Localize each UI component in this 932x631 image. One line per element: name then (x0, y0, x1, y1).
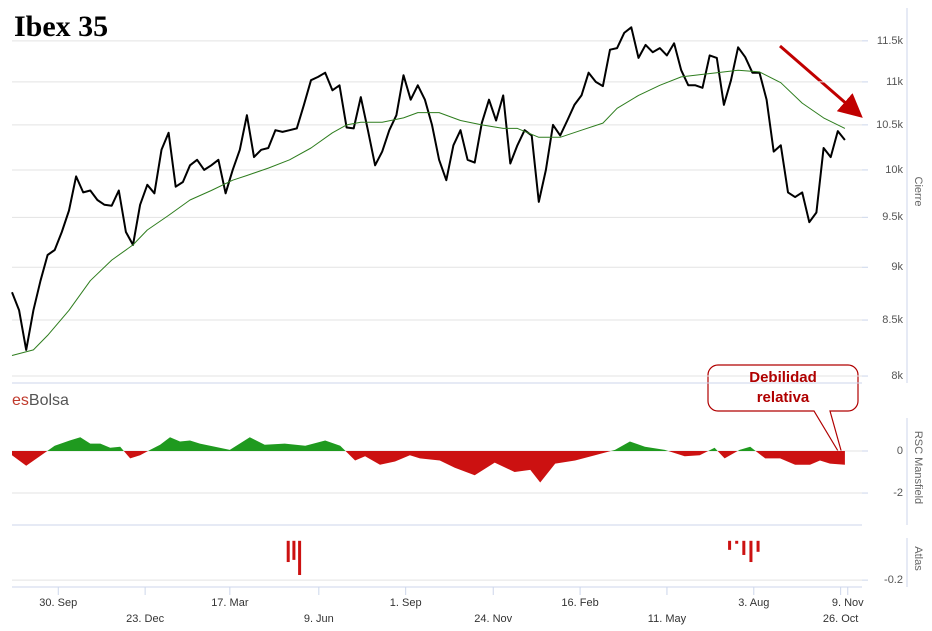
y-axis-label: Cierre (912, 177, 924, 207)
x-tick-label: 30. Sep (39, 597, 77, 609)
bar (735, 540, 739, 544)
area-positive (12, 437, 845, 451)
bar (298, 540, 302, 576)
x-tick-label: 24. Nov (474, 613, 512, 625)
x-tick-label: 17. Mar (211, 597, 249, 609)
y-tick-label: -0.2 (884, 574, 903, 586)
y-tick-label: 0 (897, 445, 903, 457)
bar (286, 540, 290, 563)
y-tick-label: 8.5k (882, 314, 903, 326)
x-tick-label: 3. Aug (738, 597, 769, 609)
brand-prefix: es (12, 392, 29, 409)
annotation: Debilidad relativa (749, 369, 817, 406)
y-tick-label: -2 (893, 487, 903, 499)
y-tick-label: 9.5k (882, 211, 903, 223)
x-tick-label: 9. Jun (304, 613, 334, 625)
callout-box (707, 364, 859, 462)
x-tick-label: 9. Nov (832, 597, 864, 609)
y-axis-label: Atlas (912, 546, 924, 571)
bar (756, 540, 760, 552)
bar (742, 540, 746, 555)
area-negative (12, 450, 845, 483)
brand: esBolsa (12, 392, 69, 410)
y-axis-label: RSC Mansfield (912, 431, 924, 504)
bar (292, 540, 296, 560)
y-tick-label: 10.5k (876, 119, 903, 131)
x-tick-label: 1. Sep (390, 597, 422, 609)
y-tick-label: 8k (891, 370, 903, 382)
bar (728, 540, 732, 550)
bar (749, 540, 753, 563)
trend-arrow (779, 44, 863, 118)
price-line (11, 69, 846, 356)
price-line (11, 26, 846, 351)
x-tick-label: 26. Oct (823, 613, 858, 625)
y-tick-label: 11.5k (877, 35, 904, 47)
y-tick-label: 11k (886, 76, 903, 88)
chart-title: Ibex 35 (14, 10, 109, 43)
x-tick-label: 23. Dec (126, 613, 164, 625)
x-tick-label: 11. May (648, 613, 687, 625)
x-tick-label: 16. Feb (561, 597, 598, 609)
y-tick-label: 9k (891, 261, 903, 273)
brand-suffix: Bolsa (28, 392, 69, 409)
y-tick-label: 10k (885, 164, 903, 176)
